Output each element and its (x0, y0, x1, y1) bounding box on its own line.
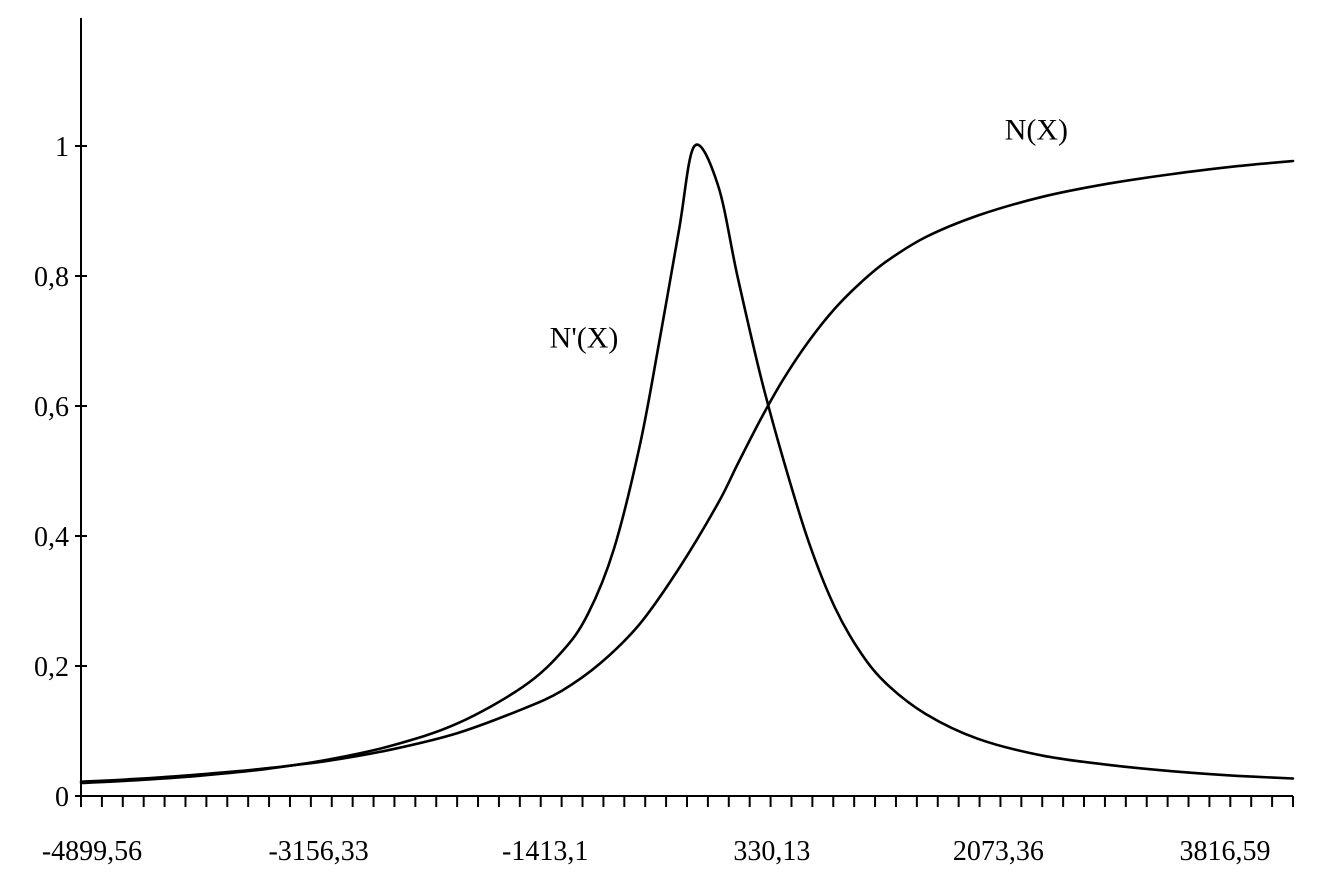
y-tick-label: 0,8 (34, 262, 69, 293)
y-tick-marks (75, 145, 87, 797)
y-tick-label: 0 (55, 782, 69, 813)
y-tick-label: 0,6 (34, 392, 69, 423)
y-tick-label: 0,2 (34, 652, 69, 683)
series-label: N(X) (1005, 114, 1068, 147)
x-minor-ticks (80, 796, 1294, 807)
x-tick-label: 3816,59 (1180, 836, 1271, 867)
series-labels: N(X) N'(X) (550, 114, 1068, 355)
x-tick-label: 330,13 (733, 836, 810, 867)
x-tick-label: -3156,33 (268, 836, 368, 867)
series-line-n-x (79, 159, 1295, 783)
series-line-n-prime-x (79, 143, 1295, 785)
y-tick-labels: 0 0,2 0,4 0,6 0,8 1 (34, 132, 69, 813)
x-tick-label: -4899,56 (42, 836, 142, 867)
x-tick-label: -1413,1 (502, 836, 588, 867)
x-tick-labels: -4899,56 -3156,33 -1413,1 330,13 2073,36 3816… (42, 836, 1271, 867)
axes (80, 18, 1293, 797)
series-label: N'(X) (550, 322, 619, 355)
x-tick-label: 2073,36 (953, 836, 1044, 867)
y-tick-label: 0,4 (34, 522, 69, 553)
y-tick-label: 1 (55, 132, 69, 163)
series-lines (79, 143, 1295, 785)
